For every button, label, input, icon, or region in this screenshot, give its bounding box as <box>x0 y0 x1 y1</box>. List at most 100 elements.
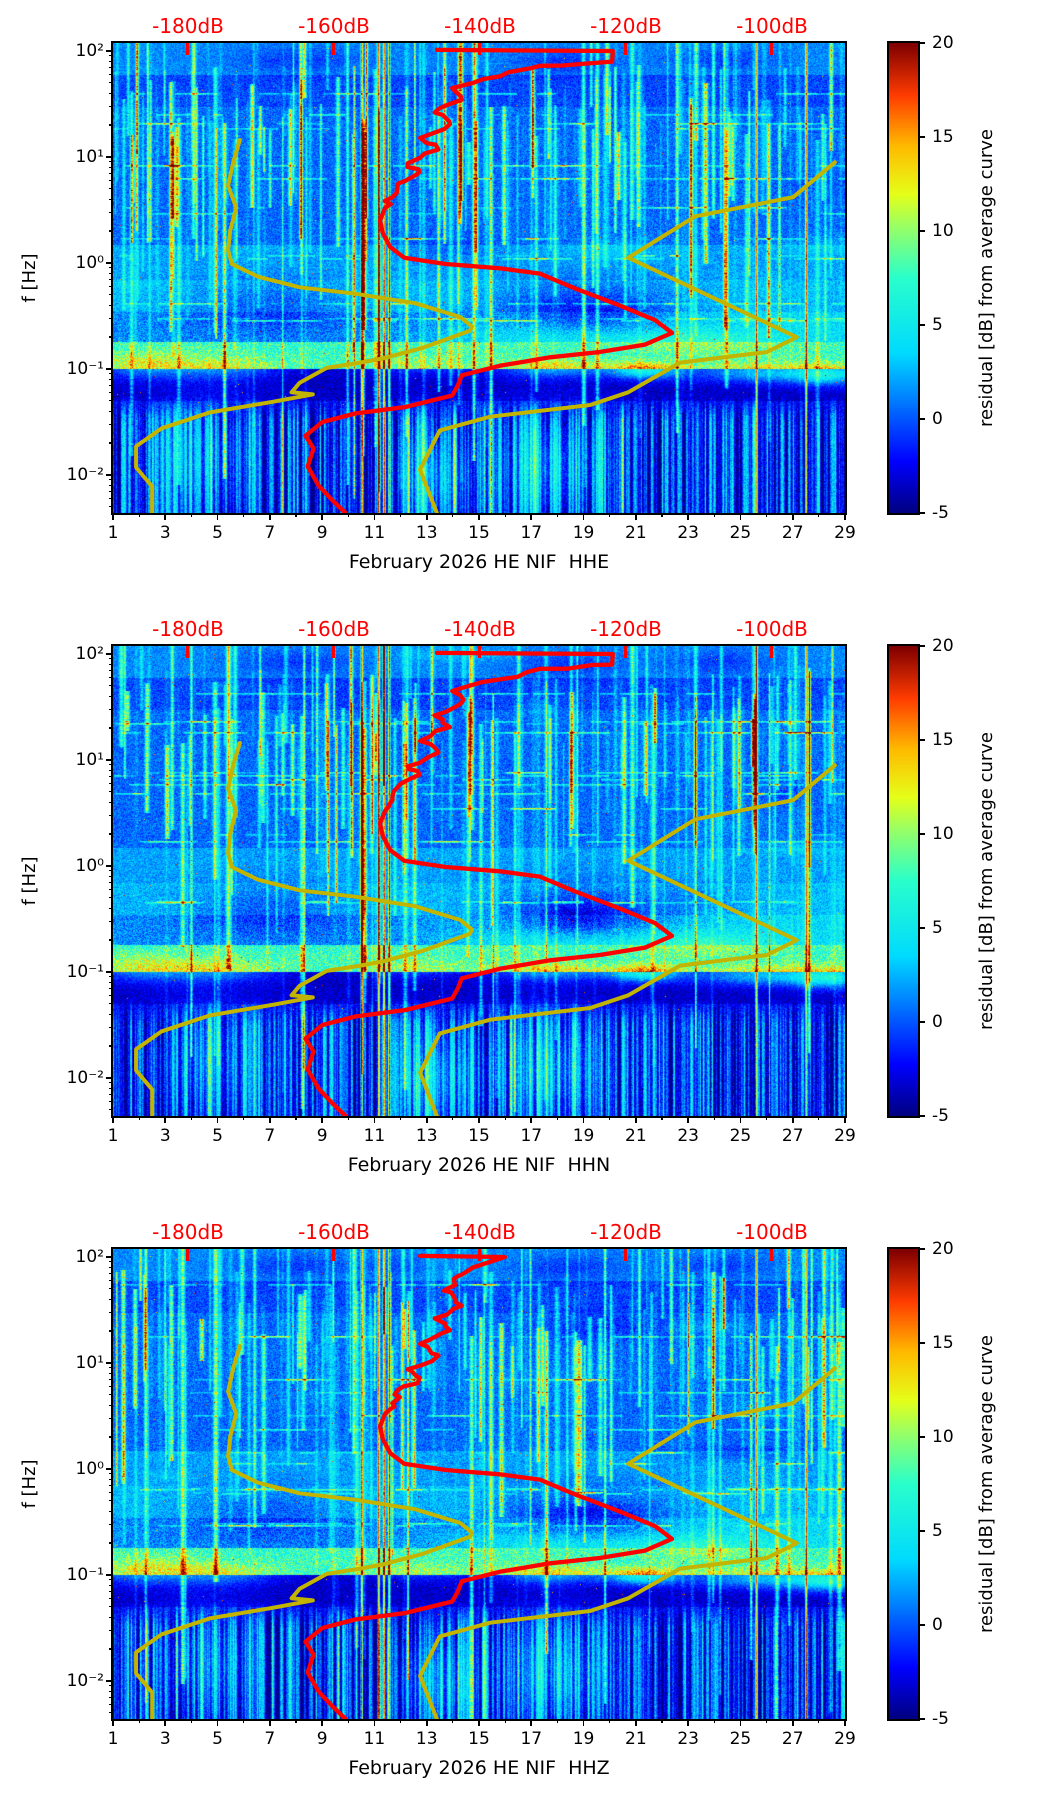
y-minor-tick <box>109 1261 113 1263</box>
x-tick-label: 27 <box>781 1729 804 1749</box>
x-major-tick <box>791 1719 794 1726</box>
y-minor-tick <box>109 1082 113 1084</box>
x-minor-tick <box>661 1719 663 1723</box>
y-minor-tick <box>109 1685 113 1687</box>
x-tick-label: 25 <box>729 1729 752 1749</box>
y-minor-tick <box>109 994 113 997</box>
spectrogram-canvas-hhn <box>113 646 845 1116</box>
x-tick-label: 3 <box>159 1729 171 1749</box>
x-tick-label: 23 <box>677 1729 699 1749</box>
panel-title-hhe: February 2026 HE NIF HHE <box>348 551 610 573</box>
colorbar-tick <box>918 1342 925 1344</box>
x-major-tick <box>478 513 480 520</box>
station-psd-curve <box>303 650 675 1116</box>
x-minor-tick <box>399 1719 402 1723</box>
y-minor-tick <box>109 384 113 386</box>
top-db-label: -180dB <box>152 617 224 641</box>
top-db-label: -160dB <box>298 1220 370 1244</box>
x-tick-label: 17 <box>520 1126 543 1146</box>
x-major-tick <box>321 513 323 520</box>
colorbar-tick-label: 20 <box>932 636 954 656</box>
x-tick-label: 21 <box>625 1729 647 1749</box>
y-minor-tick <box>109 782 113 785</box>
x-minor-tick <box>452 513 454 517</box>
x-minor-tick <box>661 1116 663 1120</box>
y-minor-tick <box>109 663 113 665</box>
colorbar-tick-label: 10 <box>932 1427 954 1447</box>
x-minor-tick <box>295 513 297 517</box>
colorbar-tick <box>918 1624 925 1626</box>
panel-hhn: f [Hz] February 2026 HE NIF HHN residual… <box>0 603 1052 1206</box>
x-major-tick <box>530 1116 533 1123</box>
x-minor-tick <box>713 1116 715 1120</box>
x-tick-label: 3 <box>159 523 171 543</box>
y-minor-tick <box>109 1367 113 1369</box>
y-minor-tick <box>109 769 113 771</box>
y-minor-tick <box>109 870 113 872</box>
x-minor-tick <box>504 513 506 517</box>
x-major-tick <box>373 1719 376 1726</box>
x-major-tick <box>687 513 689 520</box>
x-major-tick <box>739 1719 742 1726</box>
y-tick-label: 10⁻² <box>66 464 104 485</box>
colorbar-tick <box>918 418 925 420</box>
colorbar-tick-label: 20 <box>932 33 954 53</box>
y-tick-label: 10¹ <box>75 749 104 770</box>
x-major-tick <box>687 1719 689 1726</box>
y-minor-tick <box>109 198 113 200</box>
noise-curves-overlay-hhn <box>134 650 837 1116</box>
y-minor-tick <box>109 1378 113 1380</box>
x-minor-tick <box>556 1719 559 1723</box>
x-tick-label: 1 <box>107 1729 119 1749</box>
x-major-tick <box>269 1719 271 1726</box>
y-minor-tick <box>109 1542 113 1544</box>
y-minor-tick <box>109 317 113 319</box>
x-major-tick <box>844 513 846 520</box>
top-db-tick <box>186 646 190 658</box>
x-major-tick <box>739 1116 742 1123</box>
y-minor-tick <box>109 1510 113 1512</box>
colorbar-tick-label: 0 <box>932 409 943 429</box>
y-minor-tick <box>109 987 113 989</box>
y-tick-label: 10² <box>75 1246 104 1267</box>
x-major-tick <box>791 1116 794 1123</box>
x-tick-label: 7 <box>264 1126 276 1146</box>
x-major-tick <box>478 1719 480 1726</box>
top-db-tick <box>770 1249 774 1261</box>
y-minor-tick <box>109 907 113 909</box>
x-minor-tick <box>556 1116 559 1120</box>
x-minor-tick <box>399 513 402 517</box>
y-minor-tick <box>109 1606 113 1608</box>
y-minor-tick <box>109 1696 113 1698</box>
y-minor-tick <box>109 484 113 486</box>
top-db-label: -100dB <box>736 617 808 641</box>
top-db-label: -180dB <box>152 14 224 38</box>
colorbar-tick <box>918 1718 925 1720</box>
y-minor-tick <box>109 1500 113 1502</box>
x-minor-tick <box>609 513 611 517</box>
y-minor-tick <box>109 708 113 710</box>
y-minor-tick <box>109 336 113 338</box>
y-minor-tick <box>109 658 113 660</box>
y-minor-tick <box>109 685 113 687</box>
x-major-tick <box>582 1116 585 1123</box>
y-major-tick <box>106 971 113 973</box>
y-minor-tick <box>109 1478 113 1480</box>
y-minor-tick <box>109 373 113 375</box>
x-tick-label: 13 <box>415 523 438 543</box>
y-axis-label: f [Hz] <box>19 1459 40 1509</box>
y-minor-tick <box>109 1311 113 1313</box>
colorbar-tick-label: 15 <box>932 127 954 147</box>
noise-model-low-curve <box>134 1344 474 1719</box>
y-minor-tick <box>109 230 113 232</box>
y-major-tick <box>106 1362 113 1364</box>
x-major-tick <box>635 1719 637 1726</box>
y-tick-label: 10⁻¹ <box>66 358 104 379</box>
x-minor-tick <box>765 513 768 517</box>
y-minor-tick <box>109 897 113 899</box>
x-minor-tick <box>347 513 349 517</box>
top-db-label: -140dB <box>444 14 516 38</box>
noise-curves-overlay-hhe <box>134 47 837 513</box>
x-tick-label: 19 <box>572 1729 595 1749</box>
